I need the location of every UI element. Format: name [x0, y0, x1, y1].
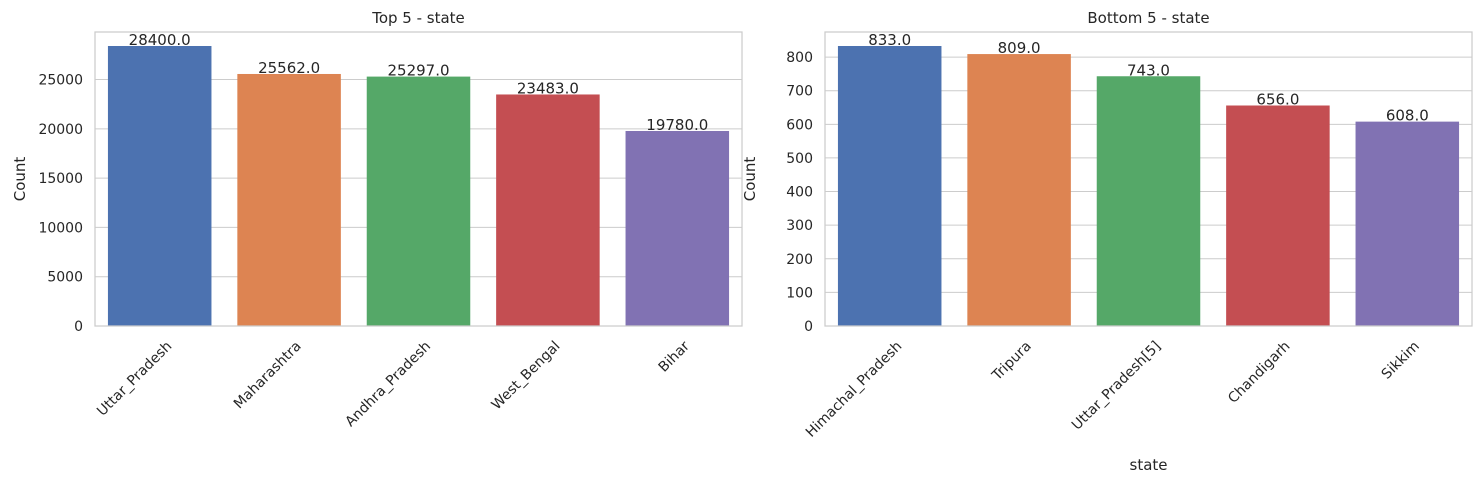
y-tick-label: 600	[786, 117, 813, 133]
bar-data-label: 656.0	[1256, 90, 1299, 108]
bar-data-label: 25297.0	[387, 62, 449, 80]
bar	[967, 54, 1071, 326]
y-tick-label: 100	[786, 285, 813, 301]
chart-title: Top 5 - state	[371, 9, 465, 27]
x-tick-label: Maharashtra	[231, 338, 305, 412]
bar-data-label: 743.0	[1127, 61, 1170, 79]
bar-data-label: 809.0	[998, 39, 1041, 57]
bar	[837, 46, 942, 326]
y-tick-label: 700	[786, 84, 813, 100]
y-tick-label: 5000	[47, 270, 83, 286]
plot-frame	[824, 31, 1473, 327]
x-tick-label: Bihar	[656, 338, 693, 375]
y-axis-label: Count	[11, 157, 29, 202]
x-tick-label: Tripura	[989, 338, 1035, 384]
bar-data-label: 608.0	[1386, 107, 1429, 125]
x-tick-label: Sikkim	[1379, 338, 1423, 382]
bottom-5-chart: 0 100 200 300 400 500 600 700 800 833.0 Himachal_P…	[741, 9, 1473, 474]
y-tick-label: 20000	[38, 122, 83, 138]
y-tick-label: 25000	[38, 73, 83, 89]
y-tick-label: 300	[786, 218, 813, 234]
bar	[237, 73, 341, 326]
y-tick-label: 0	[804, 319, 813, 335]
x-tick-label: Uttar_Pradesh[5]	[1069, 338, 1164, 433]
bar-data-label: 23483.0	[517, 79, 579, 97]
bar	[1226, 105, 1330, 327]
bar	[496, 94, 600, 326]
bar	[107, 46, 212, 326]
y-tick-label: 800	[786, 50, 813, 66]
plot-frame	[94, 31, 743, 327]
chart-title: Bottom 5 - state	[1087, 9, 1209, 27]
x-tick-label: Himachal_Pradesh	[803, 338, 905, 440]
top-5-chart: 0 5000 10000 15000 20000 25000 28400.0 Uttar_Pr…	[11, 9, 743, 430]
bar	[1355, 121, 1460, 326]
y-tick-label: 500	[786, 151, 813, 167]
x-tick-label: Chandigarh	[1225, 338, 1293, 406]
bar-data-label: 25562.0	[258, 59, 320, 77]
bar-data-label: 19780.0	[646, 116, 708, 134]
x-tick-label: Uttar_Pradesh	[94, 338, 175, 419]
x-axis-label: state	[1130, 456, 1168, 474]
bar-data-label: 28400.0	[129, 31, 191, 49]
y-tick-label: 200	[786, 252, 813, 268]
bar	[1096, 76, 1201, 326]
bar	[625, 130, 730, 326]
y-tick-label: 0	[74, 319, 83, 335]
y-tick-label: 400	[786, 185, 813, 201]
x-tick-label: Andhra_Pradesh	[342, 338, 434, 430]
y-tick-label: 10000	[38, 220, 83, 236]
bar-data-label: 833.0	[868, 31, 911, 49]
bar	[366, 76, 471, 326]
x-tick-label: West_Bengal	[489, 338, 564, 413]
y-axis-label: Count	[741, 157, 759, 202]
y-tick-label: 15000	[38, 171, 83, 187]
